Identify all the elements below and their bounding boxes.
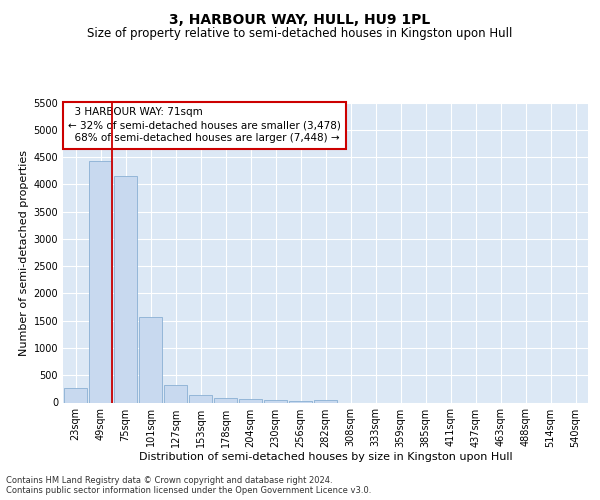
Text: 3, HARBOUR WAY, HULL, HU9 1PL: 3, HARBOUR WAY, HULL, HU9 1PL [169, 12, 431, 26]
Text: Size of property relative to semi-detached houses in Kingston upon Hull: Size of property relative to semi-detach… [88, 28, 512, 40]
Bar [89, 162, 112, 402]
Y-axis label: Number of semi-detached properties: Number of semi-detached properties [19, 150, 29, 356]
Bar [164, 385, 187, 402]
Text: Contains public sector information licensed under the Open Government Licence v3: Contains public sector information licen… [6, 486, 371, 495]
Bar [139, 318, 162, 402]
Text: 3 HARBOUR WAY: 71sqm
← 32% of semi-detached houses are smaller (3,478)
  68% of : 3 HARBOUR WAY: 71sqm ← 32% of semi-detac… [68, 107, 341, 144]
Bar [314, 400, 337, 402]
Bar [289, 401, 312, 402]
Text: Contains HM Land Registry data © Crown copyright and database right 2024.: Contains HM Land Registry data © Crown c… [6, 476, 332, 485]
Bar [214, 398, 237, 402]
Bar [264, 400, 287, 402]
X-axis label: Distribution of semi-detached houses by size in Kingston upon Hull: Distribution of semi-detached houses by … [139, 452, 512, 462]
Bar [189, 396, 212, 402]
Bar [239, 399, 262, 402]
Bar [114, 176, 137, 402]
Bar [64, 388, 87, 402]
